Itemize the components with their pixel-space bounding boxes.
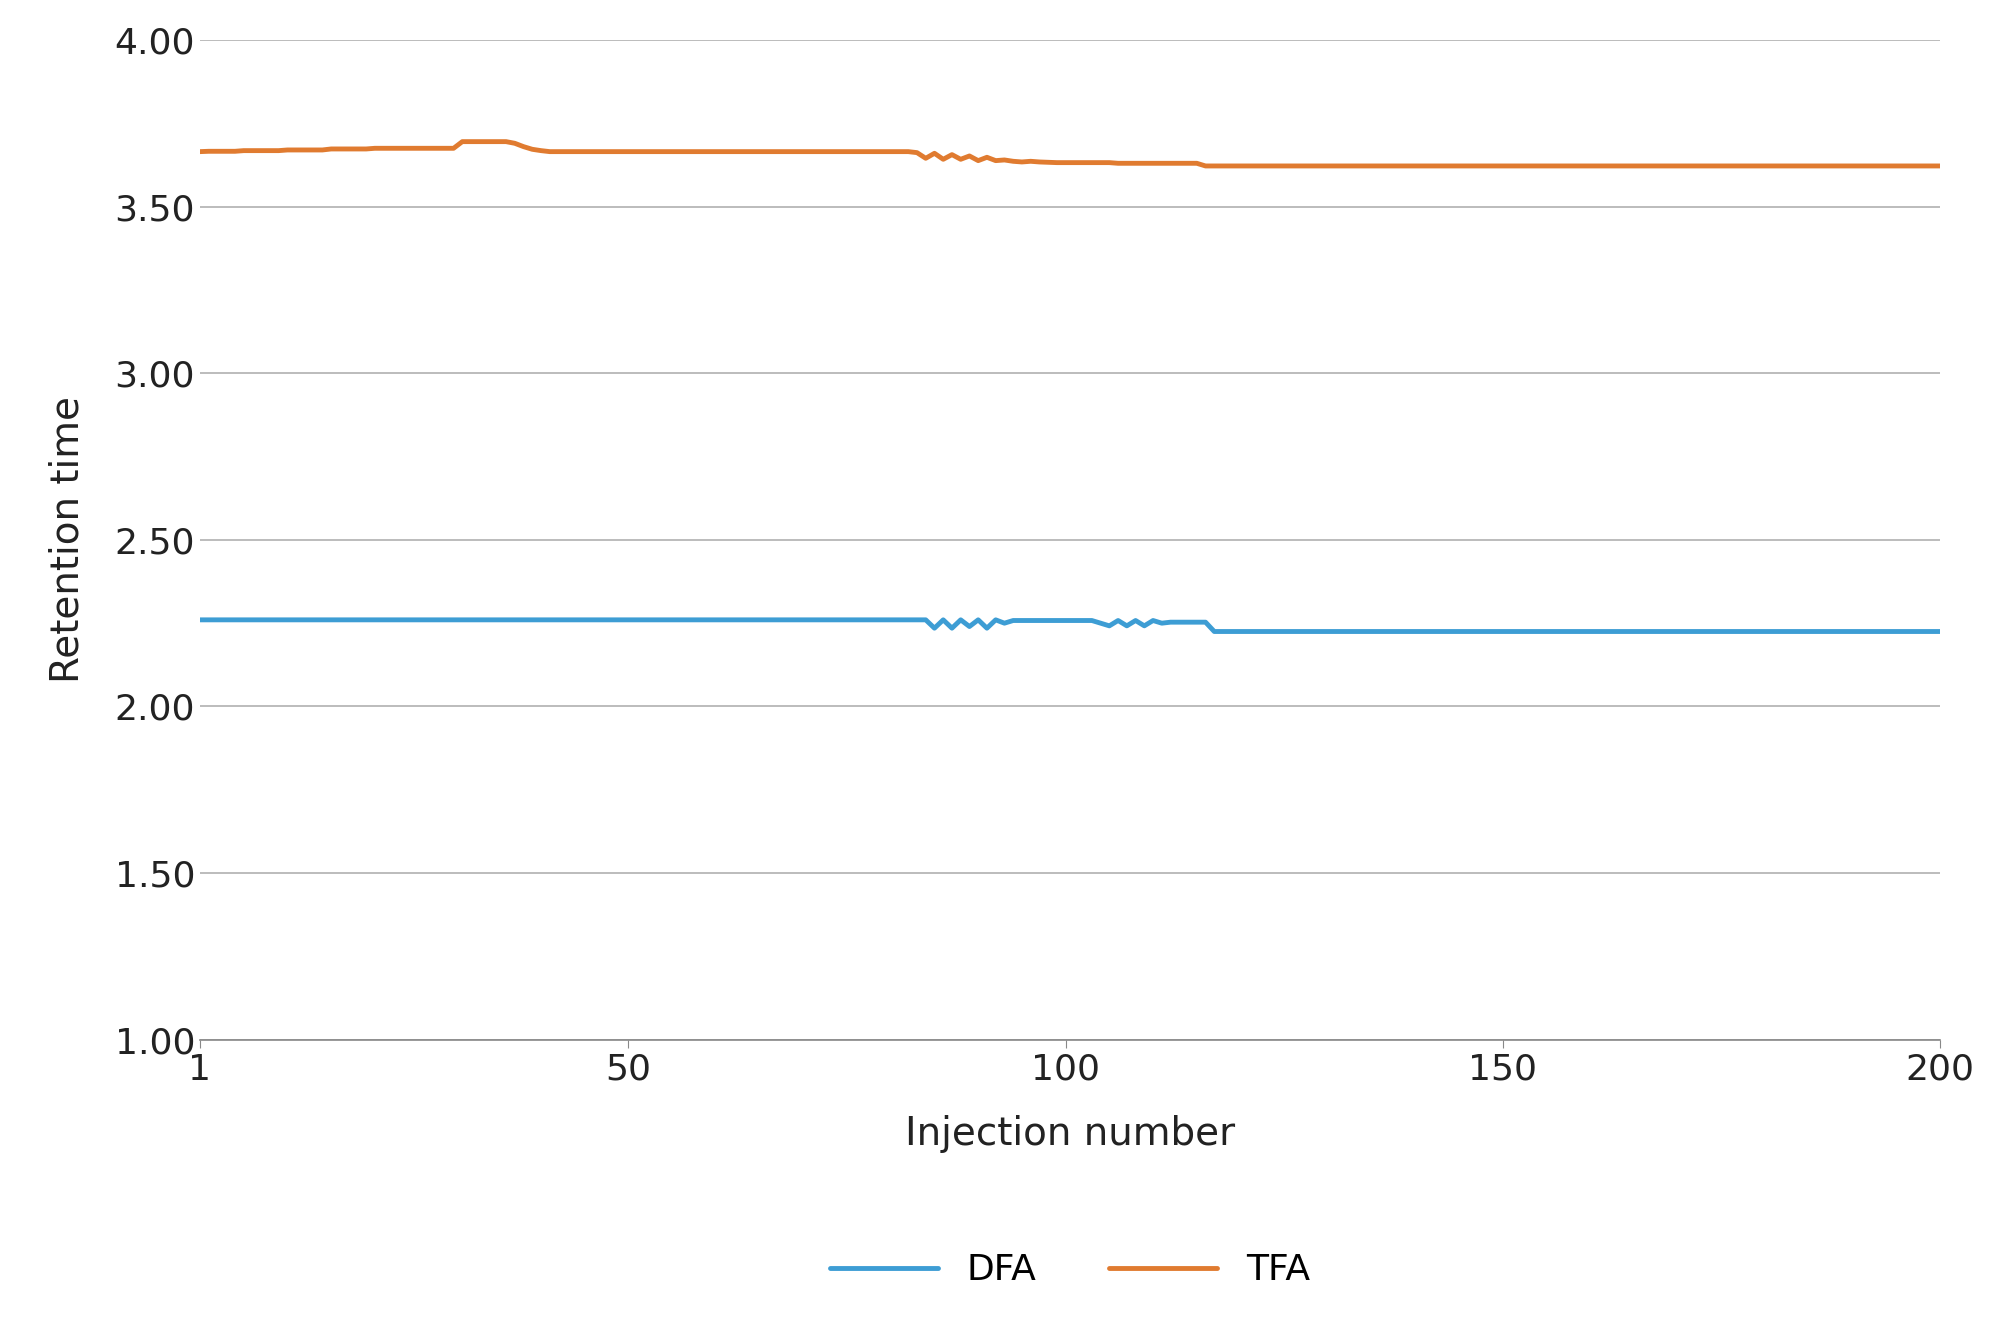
Line: DFA: DFA — [200, 620, 1940, 632]
Line: TFA: TFA — [200, 141, 1940, 165]
X-axis label: Injection number: Injection number — [904, 1114, 1236, 1153]
DFA — [652, 612, 676, 628]
TFA — [1928, 157, 1952, 173]
TFA — [450, 133, 474, 149]
DFA — [1202, 624, 1226, 640]
TFA — [1858, 157, 1882, 173]
DFA — [512, 612, 536, 628]
DFA — [1788, 624, 1812, 640]
TFA — [1194, 157, 1218, 173]
TFA — [188, 144, 212, 160]
DFA — [1850, 624, 1874, 640]
DFA — [188, 612, 212, 628]
DFA — [292, 612, 316, 628]
DFA — [1928, 624, 1952, 640]
TFA — [1796, 157, 1820, 173]
Y-axis label: Retention time: Retention time — [48, 396, 86, 684]
TFA — [520, 141, 544, 157]
TFA — [258, 143, 282, 159]
TFA — [292, 143, 316, 159]
Legend: DFA, TFA: DFA, TFA — [816, 1238, 1324, 1301]
TFA — [660, 144, 684, 160]
DFA — [258, 612, 282, 628]
